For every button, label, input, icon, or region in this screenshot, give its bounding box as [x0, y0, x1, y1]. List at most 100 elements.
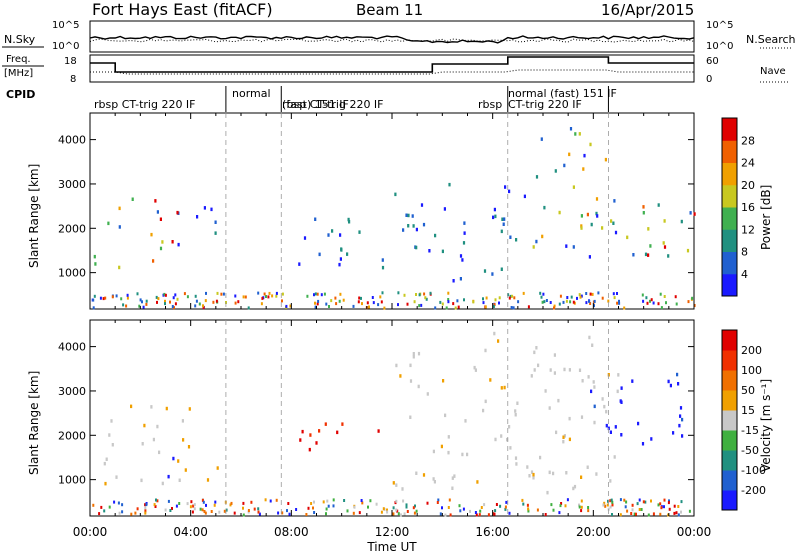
cpid-label-5: normal (fast) 151 IF	[508, 87, 617, 100]
velocity-nearrange-206	[169, 509, 172, 512]
velocity-colorbar-block-0	[722, 490, 737, 511]
velocity-colorbar-block-4	[722, 410, 737, 431]
velocity-cell-0-32	[188, 407, 191, 411]
velocity-colorbar-frame	[721, 329, 738, 511]
power-cell-4-11	[532, 245, 535, 249]
power-nearrange-186	[169, 300, 171, 304]
velocity-nearrange-169	[218, 510, 221, 514]
power-nearrange-8	[234, 301, 237, 305]
power-cell-2-13	[340, 248, 343, 252]
power-cell-4-33	[572, 185, 575, 189]
velocity-cell-3-35	[593, 385, 596, 389]
velocity-colorbar-block-8	[722, 330, 737, 351]
velocity-cell-4-27	[620, 386, 623, 390]
velocity-cell-0-41	[177, 459, 180, 463]
velocity-nearrange-128	[155, 498, 157, 502]
power-cell-4-2	[543, 205, 546, 210]
power-cell-3-15	[412, 224, 415, 228]
velocity-nearrange-210	[522, 502, 525, 506]
power-nearrange-99	[482, 301, 485, 305]
power-cell-3-35	[501, 217, 504, 221]
velocity-nearrange-127	[108, 505, 111, 509]
power-cell-0-11	[161, 240, 164, 244]
velocity-nearrange-13	[492, 512, 495, 516]
velocity-nearrange-62	[380, 510, 383, 514]
velocity-nearrange-104	[499, 504, 502, 508]
power-colorbar-frame	[721, 117, 738, 297]
velocity-cell-3-70	[586, 465, 589, 469]
power-nearrange-73	[198, 302, 201, 306]
power-cell-3-0	[459, 254, 463, 258]
power-nearrange-131	[339, 292, 342, 296]
velocity-nearrange-204	[397, 512, 400, 516]
velocity-cell-3-62	[432, 477, 435, 481]
power-colorbar-tick-2: 12	[741, 223, 755, 236]
power-cell-3-5	[434, 233, 437, 238]
power-colorbar-block-4	[722, 184, 737, 208]
power-nearrange-2	[357, 300, 360, 304]
velocity-cell-3-49	[568, 416, 571, 421]
power-nearrange-175	[314, 292, 317, 296]
power-nearrange-45	[267, 295, 270, 299]
velocity-cell-4-1	[609, 430, 612, 434]
power-nearrange-164	[579, 295, 582, 299]
velocity-cell-3-96	[412, 352, 415, 356]
velocity-nearrange-154	[201, 508, 204, 512]
power-nearrange-135	[693, 304, 696, 307]
power-cell-4-25	[574, 132, 577, 136]
power-nearrange-160	[397, 291, 400, 295]
power-nearrange-4	[122, 303, 125, 307]
velocity-cell-3-36	[514, 413, 517, 417]
velocity-nearrange-23	[426, 501, 429, 505]
velocity-nearrange-79	[609, 505, 612, 509]
velocity-nearrange-130	[325, 512, 327, 516]
velocity-cell-0-20	[130, 404, 133, 409]
power-cell-4-38	[509, 235, 512, 239]
power-cell-2-0	[339, 257, 342, 261]
nsearch-series-line	[89, 38, 695, 43]
power-nearrange-14	[212, 300, 215, 304]
power-nearrange-61	[585, 301, 588, 305]
velocity-cell-3-31	[500, 386, 503, 390]
power-cell-2-19	[381, 258, 384, 262]
power-nearrange-89	[593, 304, 595, 308]
power-nearrange-180	[325, 302, 328, 306]
velocity-nearrange-70	[638, 498, 641, 502]
power-nearrange-210	[687, 300, 690, 304]
velocity-nearrange-174	[527, 507, 530, 511]
power-colorbar-tick-5: 24	[741, 157, 755, 170]
velocity-cell-3-94	[532, 472, 535, 477]
power-nearrange-183	[665, 301, 667, 305]
power-nearrange-148	[271, 294, 274, 298]
velocity-nearrange-182	[659, 512, 662, 516]
velocity-nearrange-149	[493, 512, 496, 516]
velocity-cell-0-8	[150, 405, 153, 409]
velocity-cell-4-15	[681, 417, 684, 422]
power-nearrange-158	[244, 295, 247, 299]
freq-series-line	[90, 56, 694, 73]
power-nearrange-193	[171, 305, 174, 308]
velocity-cell-3-79	[440, 444, 443, 449]
velocity-cell-4-22	[679, 414, 682, 418]
velocity-nearrange-132	[436, 501, 439, 504]
power-cell-4-21	[563, 163, 566, 168]
power-nearrange-121	[361, 302, 363, 306]
velocity-nearrange-29	[663, 498, 666, 502]
power-nearrange-203	[445, 306, 448, 310]
velocity-cell-3-74	[503, 385, 506, 390]
velocity-cell-3-43	[515, 462, 518, 466]
power-nearrange-85	[275, 294, 278, 298]
power-cell-3-38	[493, 207, 496, 212]
velocity-nearrange-215	[167, 499, 170, 503]
cpid-label-1: normal	[232, 87, 271, 100]
velocity-nearrange-45	[214, 500, 217, 504]
velocity-cell-2-0	[318, 429, 321, 433]
station-title: Fort Hays East (fitACF)	[92, 0, 273, 19]
power-nearrange-19	[156, 300, 158, 304]
velocity-cell-3-129	[409, 363, 412, 368]
power-nearrange-144	[511, 294, 514, 298]
velocity-panel-frame	[89, 319, 695, 517]
velocity-nearrange-183	[360, 499, 363, 502]
velocity-nearrange-156	[144, 509, 147, 513]
velocity-nearrange-109	[192, 504, 195, 508]
